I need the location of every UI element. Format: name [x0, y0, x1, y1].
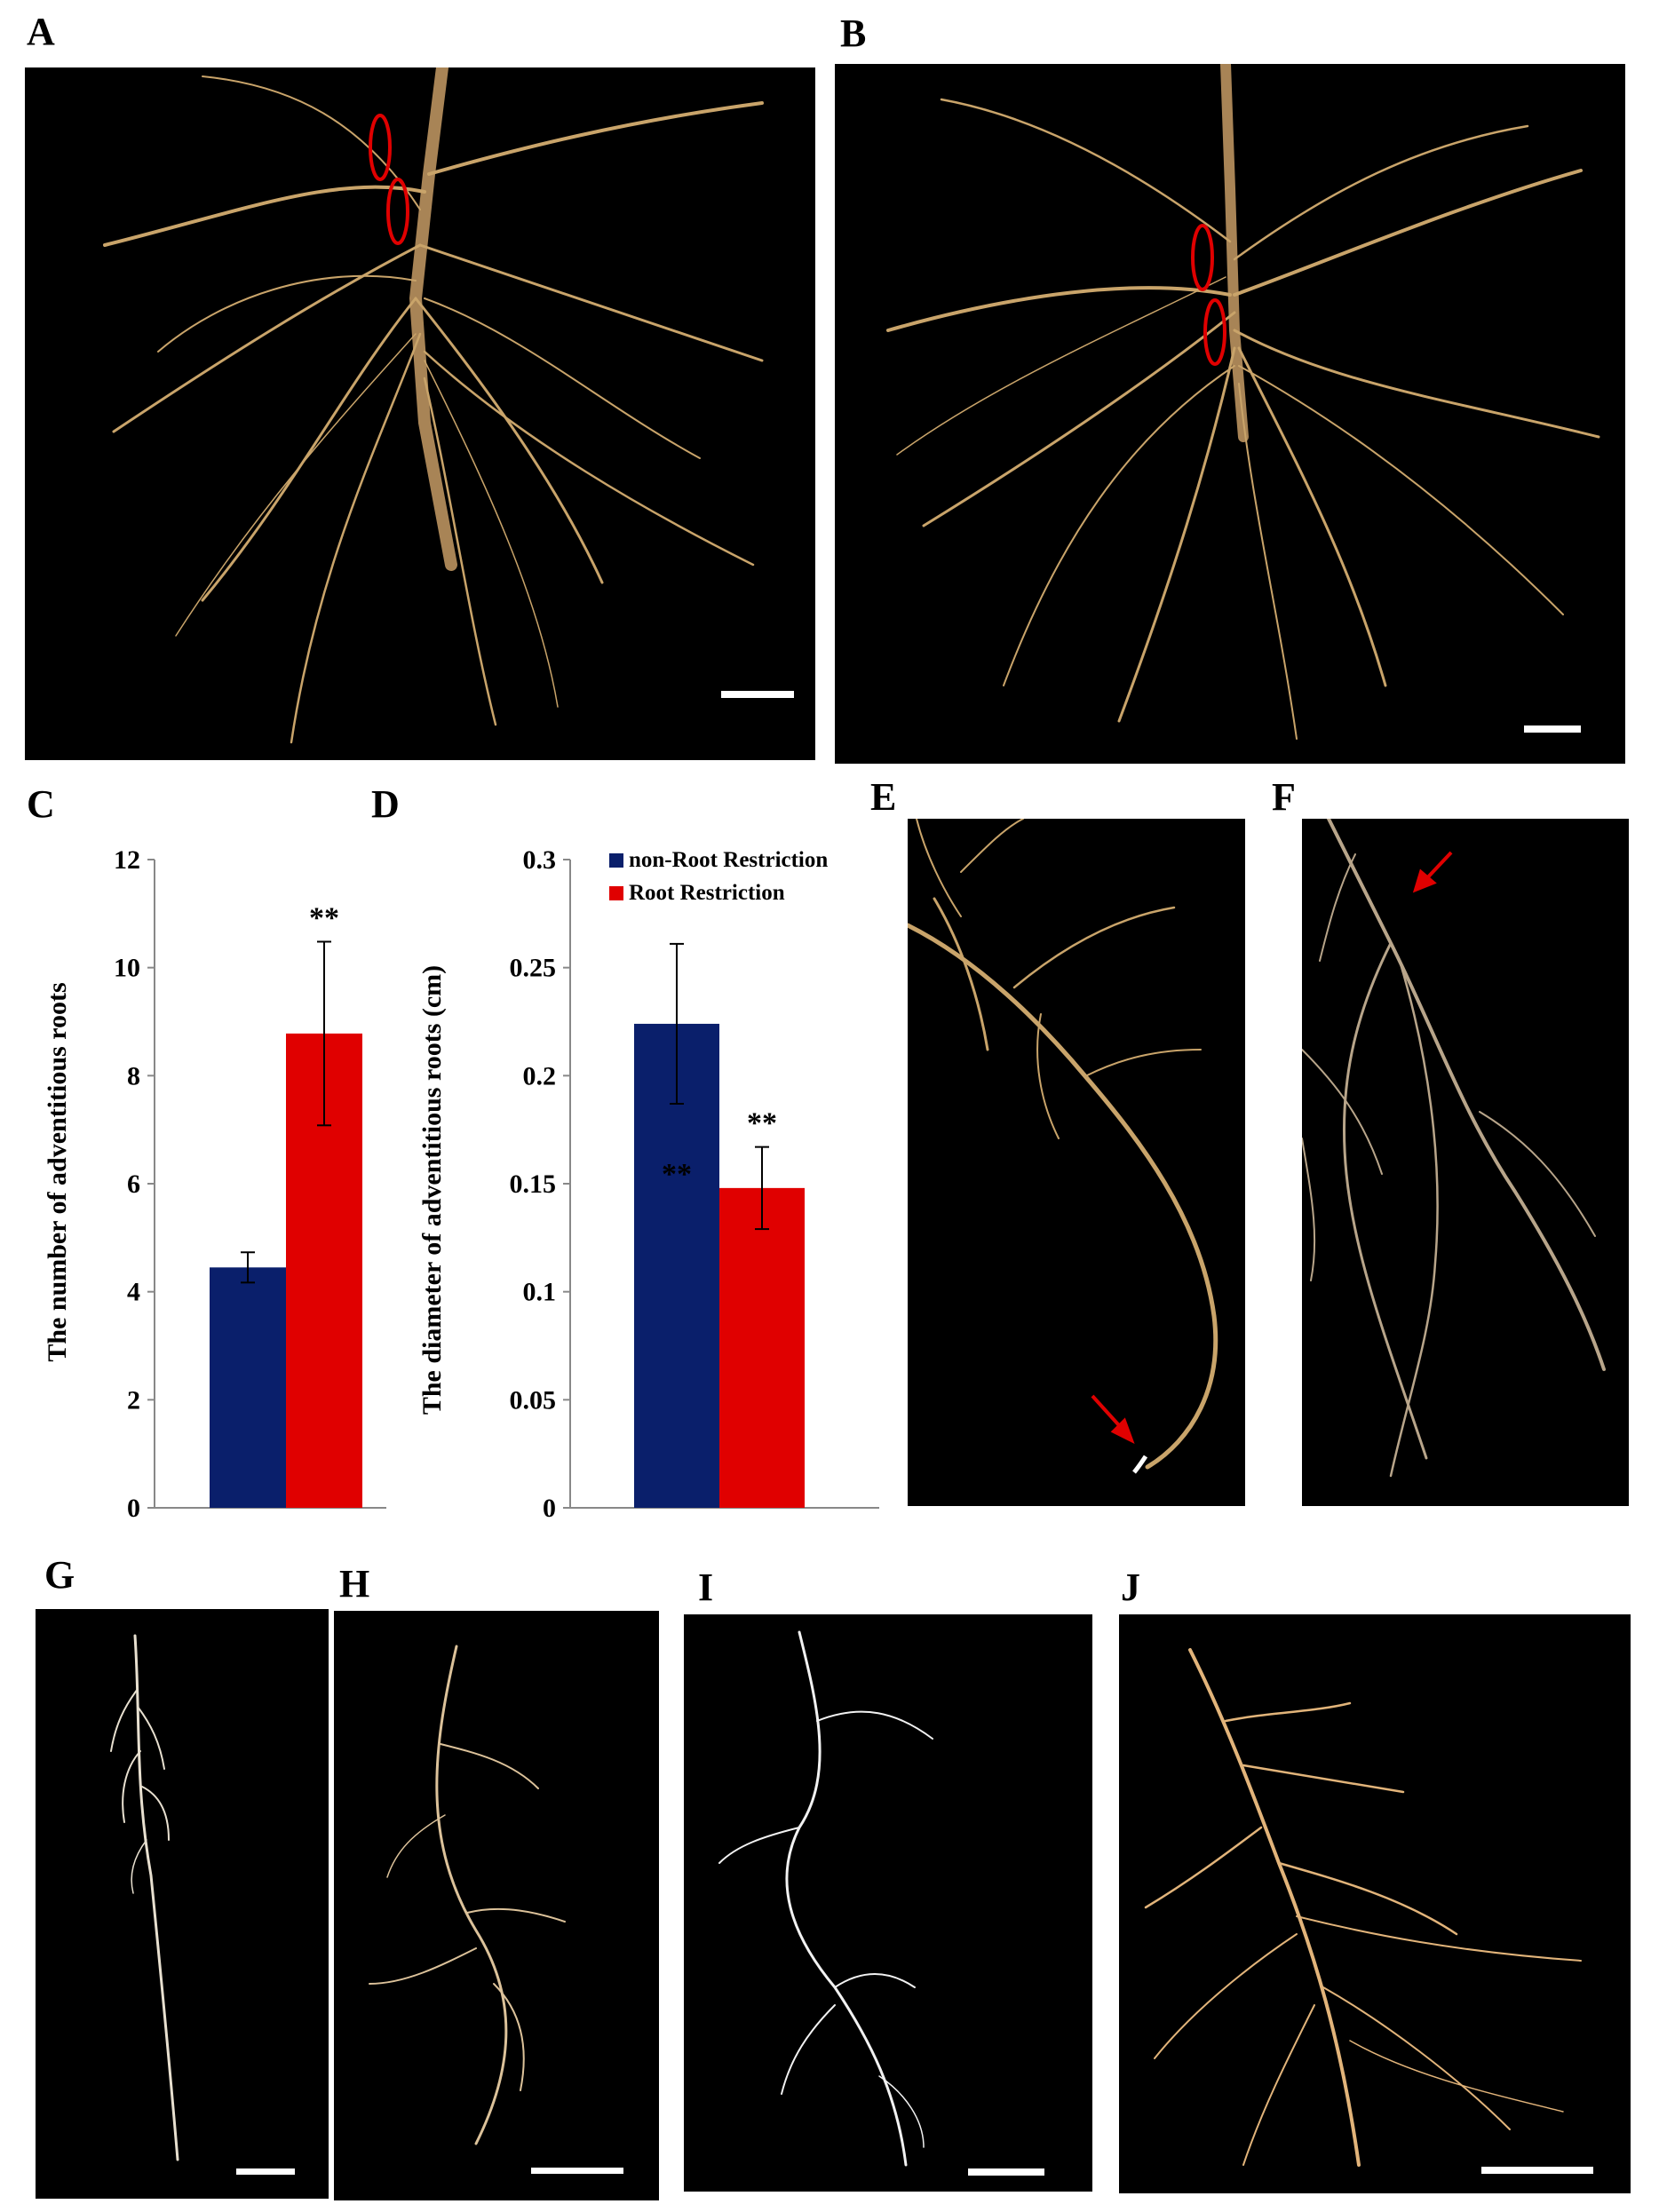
root-photo-g	[36, 1609, 329, 2199]
root-photo-i	[684, 1614, 1092, 2192]
root-photo-j	[1119, 1614, 1631, 2193]
chart0-y-tick-label: 6	[127, 1169, 140, 1199]
chart1-significance-0: **	[662, 1158, 692, 1191]
chart1-y-tick-label: 0.05	[510, 1385, 557, 1415]
chart1-bar-1	[719, 1187, 805, 1508]
panel-label-h: H	[339, 1562, 370, 1605]
d-legend-swatch-nonrr	[609, 853, 623, 868]
chart1-y-tick-label: 0.2	[523, 1061, 557, 1090]
root-tip-illustration-e	[908, 819, 1218, 1474]
chart-d-svg: The diameter of adventitious roots (cm) …	[417, 845, 879, 1523]
chart-c-svg: The number of adventitious roots 0 2 4 6 8 10…	[43, 845, 386, 1523]
root-branch-illustration-f	[1302, 819, 1606, 1478]
panel-label-d: D	[371, 782, 400, 826]
chart1-y-tick-label: 0	[543, 1494, 556, 1523]
root-system-illustration-b	[886, 64, 1600, 740]
chart0-y-tick-label: 0	[127, 1494, 140, 1523]
root-photo-h	[334, 1611, 659, 2200]
d-y-axis-label: The diameter of adventitious roots (cm)	[417, 965, 447, 1415]
chart0-bar-0	[210, 1267, 286, 1508]
panel-label-a: A	[27, 10, 55, 53]
chart0-y-tick-label: 2	[127, 1385, 140, 1415]
panel-label-e: E	[870, 775, 897, 819]
root-illustration-j	[1144, 1648, 1593, 2174]
chart1-significance-1: **	[747, 1107, 777, 1140]
chart0-significance-1: **	[309, 901, 339, 934]
chart0-y-tick-label: 4	[127, 1278, 140, 1307]
chart1-y-tick-label: 0.3	[523, 845, 557, 875]
chart1-y-tick-label: 0.25	[510, 954, 557, 983]
root-system-illustration-a	[103, 67, 794, 744]
d-legend-swatch-rr	[609, 886, 623, 900]
d-legend: non-Root Restriction Root Restriction	[609, 848, 828, 905]
root-photo-a	[25, 67, 815, 760]
d-legend-rr: Root Restriction	[629, 881, 785, 905]
panel-label-b: B	[840, 12, 867, 55]
root-photo-f	[1302, 819, 1629, 1506]
chart-d: The diameter of adventitious roots (cm) …	[409, 835, 888, 1545]
panel-label-g: G	[44, 1553, 75, 1597]
root-illustration-h	[369, 1645, 623, 2174]
chart1-y-tick-label: 0.1	[523, 1278, 557, 1307]
root-photo-b	[835, 64, 1625, 764]
chart0-y-tick-label: 8	[127, 1061, 140, 1090]
panel-label-j: J	[1121, 1566, 1140, 1609]
chart1-y-tick-label: 0.15	[510, 1169, 557, 1199]
c-y-axis-label: The number of adventitious roots	[43, 982, 72, 1361]
chart0-y-tick-label: 12	[114, 845, 140, 875]
root-illustration-g	[110, 1634, 295, 2175]
root-illustration-i	[718, 1630, 1044, 2176]
chart0-y-tick-label: 10	[114, 954, 140, 983]
chart-c: The number of adventitious roots 0 2 4 6 8 10…	[27, 835, 400, 1545]
panel-label-f: F	[1272, 775, 1296, 819]
panel-label-c: C	[27, 782, 55, 826]
root-photo-e	[908, 819, 1245, 1506]
panel-label-i: I	[698, 1566, 714, 1609]
d-legend-nonrr: non-Root Restriction	[629, 848, 828, 872]
